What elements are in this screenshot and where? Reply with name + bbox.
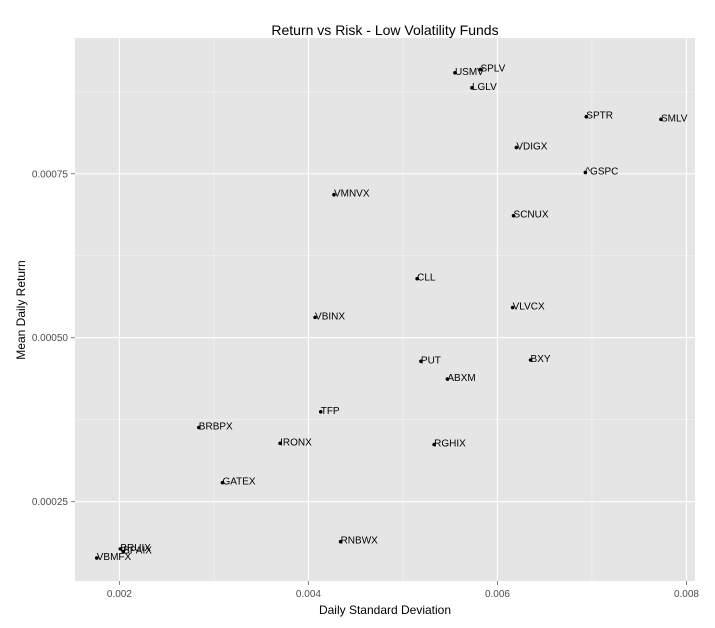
y-tick-label: 0.00025	[32, 497, 69, 508]
data-point-label: GATEX	[222, 477, 255, 488]
chart-title: Return vs Risk - Low Volatility Funds	[271, 22, 498, 38]
data-point-label: LGLV	[472, 82, 497, 93]
data-point-label: TFP	[321, 406, 340, 417]
axis-ticks: 0.002 0.004 0.006 0.008 0.00025 0.00050 0.0007…	[32, 169, 700, 600]
data-point	[220, 480, 225, 485]
y-axis-title: Mean Daily Return	[14, 260, 28, 359]
data-point	[511, 213, 516, 218]
data-point-label: ABXM	[447, 373, 475, 384]
data-point	[453, 70, 457, 75]
data-point	[583, 170, 588, 175]
data-point	[510, 305, 515, 310]
data-point-label: SPTR	[586, 111, 613, 122]
data-point	[118, 547, 123, 551]
data-point	[197, 425, 201, 430]
data-point-label: PUT	[421, 355, 441, 366]
data-point	[659, 117, 663, 122]
y-tick-label: 0.00075	[32, 169, 69, 180]
data-point-label: BPAIX	[123, 545, 152, 556]
data-point	[415, 276, 419, 281]
data-point-label: SCNUX	[514, 210, 549, 221]
data-point-label: VMNVX	[334, 189, 370, 200]
data-point	[584, 114, 589, 119]
grid-lines	[75, 38, 695, 581]
data-point-label: ^GSPC	[585, 166, 618, 177]
data-point	[313, 315, 317, 320]
x-tick-label: 0.002	[107, 589, 132, 600]
data-point-label: BXY	[531, 354, 551, 365]
data-point	[94, 556, 99, 560]
data-point	[478, 67, 483, 72]
x-tick-label: 0.008	[674, 589, 699, 600]
data-point	[528, 358, 533, 362]
data-point-label: SPLV	[480, 63, 505, 74]
data-point-label: VDIGX	[516, 142, 547, 153]
data-point-label: VLVCX	[513, 302, 545, 313]
data-point-label: VBINX	[315, 311, 345, 322]
data-point-label: RNBWX	[341, 536, 379, 547]
data-point	[121, 549, 126, 554]
data-point	[332, 192, 336, 197]
y-tick-label: 0.00050	[32, 333, 69, 344]
data-point	[318, 410, 323, 414]
data-point	[338, 539, 343, 544]
data-point-label: USMV	[455, 67, 484, 78]
data-point	[445, 377, 450, 381]
data-point-label: RGHIX	[434, 439, 466, 450]
data-point-label: IRONX	[280, 437, 312, 448]
data-point-label: SMLV	[661, 113, 688, 124]
data-point-label: BRUIX	[120, 543, 151, 554]
plot-panel	[75, 38, 695, 581]
data-point	[278, 441, 282, 446]
x-tick-label: 0.004	[296, 589, 321, 600]
data-point	[432, 442, 436, 447]
x-tick-label: 0.006	[485, 589, 510, 600]
data-point-label: VBMFX	[97, 552, 132, 563]
data-point-label: CLL	[417, 273, 436, 284]
x-axis-title: Daily Standard Deviation	[319, 603, 451, 617]
data-point-label: BRBPX	[199, 422, 233, 433]
data-point	[470, 86, 474, 90]
data-point	[419, 359, 423, 364]
data-point	[514, 145, 519, 150]
